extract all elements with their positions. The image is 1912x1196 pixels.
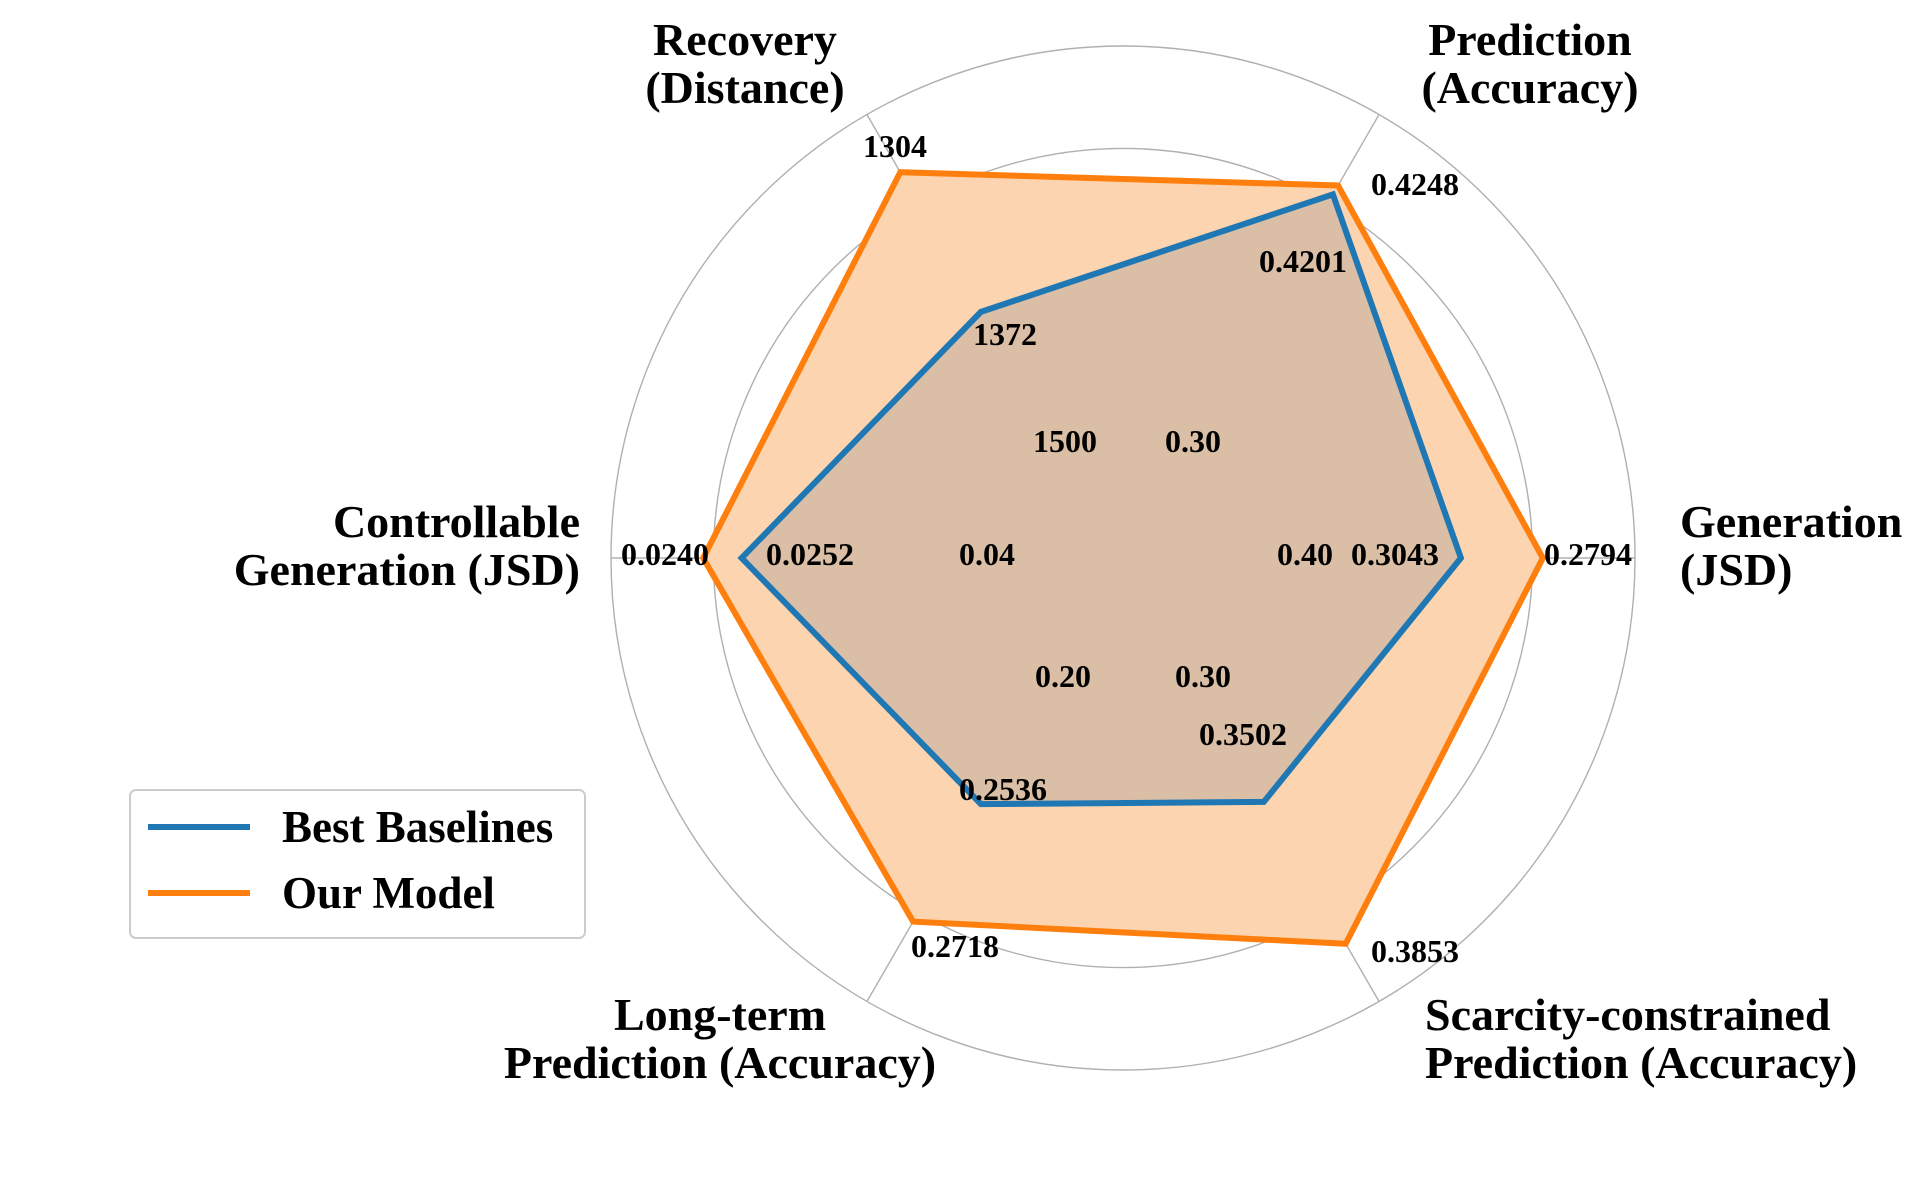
ours-value-label-2: 1304 bbox=[863, 128, 927, 164]
axis-title-line: (JSD) bbox=[1680, 544, 1792, 595]
axis-title-line: (Distance) bbox=[645, 62, 844, 113]
axis-title-line: Scarcity-constrained bbox=[1425, 989, 1831, 1040]
value-labels: 0.40 0.3043 0.2794 0.30 0.4201 0.4248 1500 1372… bbox=[621, 128, 1632, 969]
axis-title-line: Prediction (Accuracy) bbox=[1425, 1037, 1857, 1088]
inner-tick-label-1: 0.30 bbox=[1165, 423, 1221, 459]
legend-label-baseline: Best Baselines bbox=[282, 802, 553, 852]
ours-value-label-5: 0.3853 bbox=[1371, 933, 1459, 969]
baseline-value-label-4: 0.2536 bbox=[959, 771, 1047, 807]
ours-value-label-0: 0.2794 bbox=[1544, 536, 1632, 572]
axis-title-4: Long-term Prediction (Accuracy) bbox=[504, 989, 936, 1088]
axis-title-5: Scarcity-constrained Prediction (Accuracy… bbox=[1425, 989, 1857, 1088]
ours-value-label-3: 0.0240 bbox=[621, 536, 709, 572]
ours-value-label-4: 0.2718 bbox=[911, 928, 999, 964]
legend: Best Baselines Our Model bbox=[129, 789, 586, 939]
series-fill-our-model bbox=[703, 172, 1543, 944]
inner-tick-label-3: 0.04 bbox=[959, 536, 1015, 572]
axis-title-line: Prediction bbox=[1428, 14, 1632, 65]
baseline-value-label-2: 1372 bbox=[973, 316, 1037, 352]
axis-title-line: Long-term bbox=[614, 989, 826, 1040]
series-line-our-model bbox=[699, 169, 1547, 947]
axis-title-2: Recovery (Distance) bbox=[645, 14, 844, 113]
axis-title-line: Recovery bbox=[653, 14, 837, 65]
axis-titles: Generation (JSD) Prediction (Accuracy) Recov… bbox=[234, 14, 1903, 1088]
baseline-value-label-1: 0.4201 bbox=[1259, 243, 1347, 279]
legend-label-ours: Our Model bbox=[282, 868, 495, 918]
baseline-value-label-3: 0.0252 bbox=[766, 536, 854, 572]
inner-tick-label-0: 0.40 bbox=[1277, 536, 1333, 572]
inner-tick-label-2: 1500 bbox=[1033, 423, 1097, 459]
baseline-value-label-5: 0.3502 bbox=[1199, 716, 1287, 752]
axis-title-3: Controllable Generation (JSD) bbox=[234, 496, 580, 595]
series-polygons bbox=[699, 169, 1547, 947]
baseline-value-label-0: 0.3043 bbox=[1351, 536, 1439, 572]
axis-title-1: Prediction (Accuracy) bbox=[1421, 14, 1638, 113]
inner-tick-label-5: 0.30 bbox=[1175, 658, 1231, 694]
axis-title-line: (Accuracy) bbox=[1421, 62, 1638, 113]
axis-title-line: Controllable bbox=[333, 496, 580, 547]
inner-tick-label-4: 0.20 bbox=[1035, 658, 1091, 694]
axis-title-line: Generation bbox=[1680, 496, 1902, 547]
series-fill-best-baselines bbox=[741, 194, 1461, 805]
series-line-best-baselines bbox=[737, 190, 1465, 808]
ours-value-label-1: 0.4248 bbox=[1371, 166, 1459, 202]
axis-title-line: Generation (JSD) bbox=[234, 544, 580, 595]
axis-title-line: Prediction (Accuracy) bbox=[504, 1037, 936, 1088]
axis-title-0: Generation (JSD) bbox=[1680, 496, 1902, 595]
